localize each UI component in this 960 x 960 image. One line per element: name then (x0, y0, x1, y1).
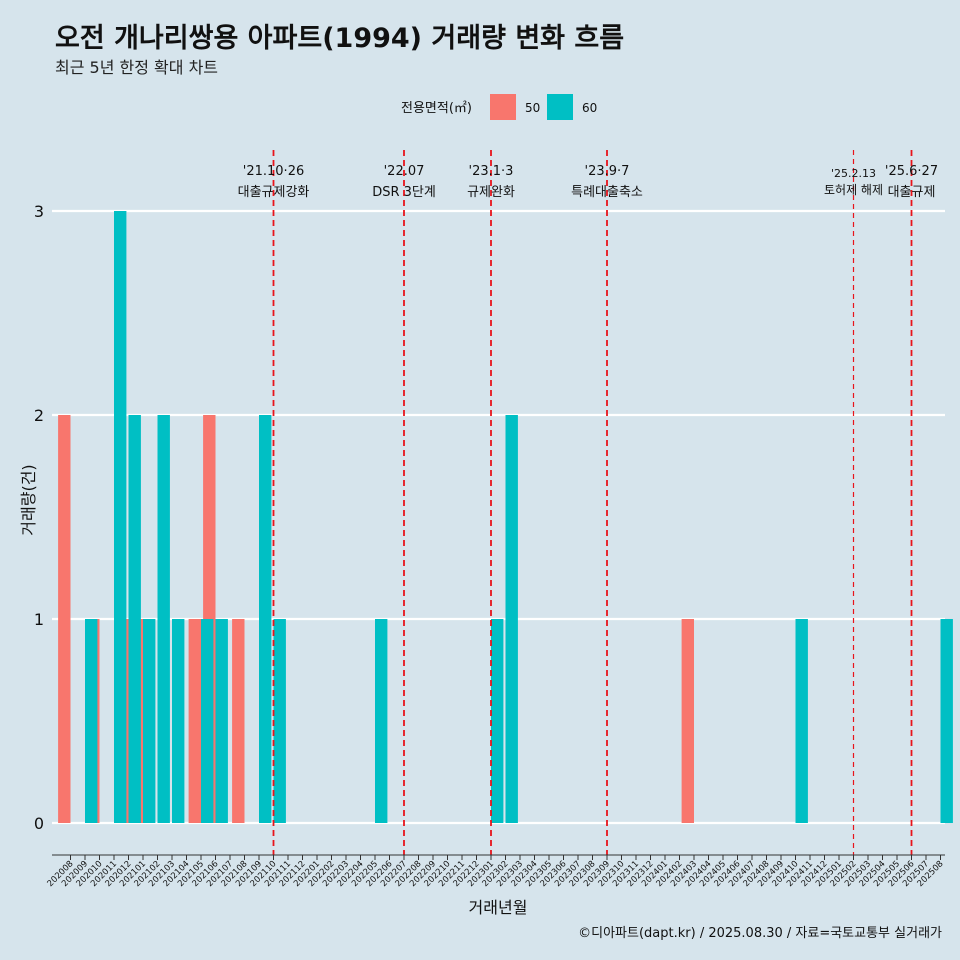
page-title: 오전 개나리쌍용 아파트(1994) 거래량 변화 흐름 (55, 23, 625, 54)
bar-60-202205 (375, 619, 388, 823)
event-label: 대출규제 (888, 185, 936, 200)
bar-60-202302 (505, 415, 518, 823)
bar-60-202301 (491, 619, 504, 823)
page-subtitle: 최근 5년 한정 확대 차트 (55, 58, 219, 77)
event-date: '22.07 (384, 164, 425, 179)
event-label: 특례대출축소 (571, 185, 643, 200)
bar-60-202012 (128, 415, 141, 823)
event-label: 대출규제강화 (238, 185, 310, 200)
y-tick-label: 1 (34, 610, 44, 629)
y-tick-label: 3 (34, 202, 44, 221)
legend-swatch-60 (547, 94, 573, 120)
legend-title: 전용면적(㎡) (401, 101, 472, 116)
legend-label-60: 60 (582, 101, 597, 115)
event-date: '23.9·7 (585, 164, 630, 179)
event-label: 토허제 해제 (824, 183, 883, 197)
bar-50-202105 (188, 619, 201, 823)
bar-60-202105 (201, 619, 214, 823)
bar-60-202103 (172, 619, 185, 823)
y-axis-title: 거래량(건) (19, 464, 38, 535)
bar-60-202110 (273, 619, 286, 823)
x-axis-title: 거래년월 (469, 898, 528, 917)
bar-60-202106 (215, 619, 228, 823)
legend-swatch-50 (490, 94, 516, 120)
bar-60-202410 (795, 619, 808, 823)
bar-50-202108 (232, 619, 245, 823)
y-tick-label: 0 (34, 814, 44, 833)
legend-label-50: 50 (525, 101, 540, 115)
bar-50-202403 (681, 619, 694, 823)
event-date: '25.6·27 (885, 164, 938, 179)
bar-60-202508 (940, 619, 953, 823)
event-label: DSR 3단계 (372, 185, 436, 200)
y-tick-label: 2 (34, 406, 44, 425)
event-date: '25.2.13 (831, 167, 876, 180)
bar-60-202102 (157, 415, 170, 823)
bar-60-202009 (85, 619, 98, 823)
event-date: '23.1·3 (469, 164, 514, 179)
bar-60-202101 (143, 619, 156, 823)
bar-50-202008 (58, 415, 71, 823)
bar-60-202109 (259, 415, 272, 823)
event-label: 규제완화 (467, 185, 515, 200)
event-date: '21.10·26 (243, 164, 304, 179)
bar-60-202011 (114, 211, 127, 823)
source-credit: ©디아파트(dapt.kr) / 2025.08.30 / 자료=국토교통부 실… (578, 926, 942, 941)
